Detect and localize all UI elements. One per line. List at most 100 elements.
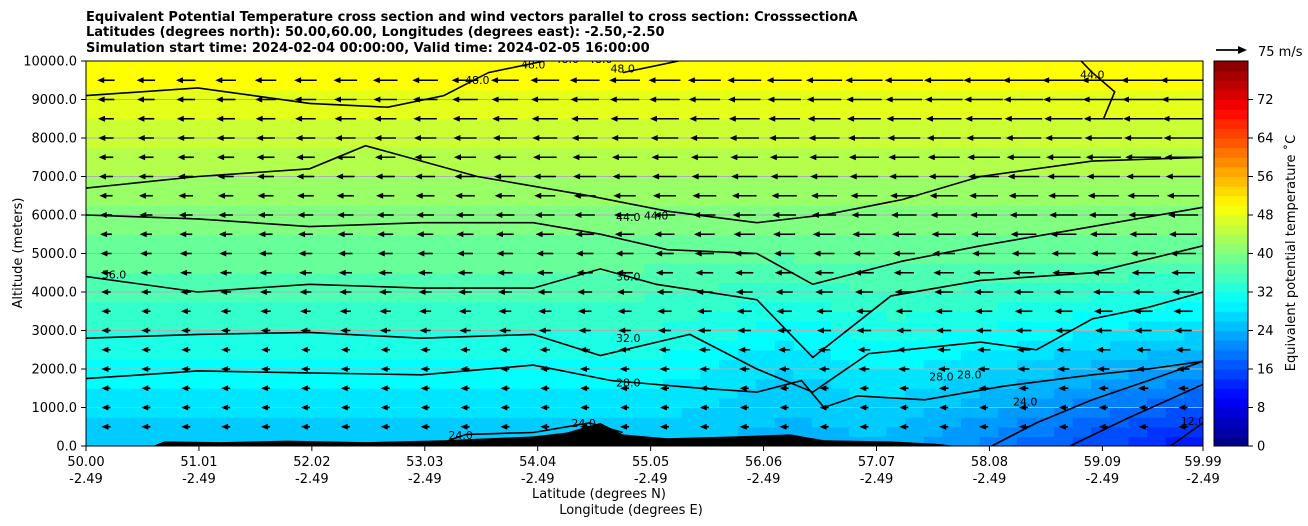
- field-cell: [272, 349, 292, 360]
- field-cell: [830, 215, 850, 226]
- wind-vector-head: [776, 308, 784, 315]
- field-cell: [830, 138, 850, 149]
- field-cell: [830, 311, 850, 322]
- wind-vector-head: [336, 192, 344, 199]
- field-cell: [197, 166, 217, 178]
- wind-vector-head: [377, 250, 385, 257]
- wind-vector-head: [1058, 423, 1066, 430]
- field-cell: [86, 340, 106, 351]
- field-cell: [476, 253, 497, 264]
- field-cell: [328, 138, 348, 149]
- field-cell: [1054, 272, 1074, 283]
- field-cell: [923, 369, 943, 380]
- field-cell: [1091, 407, 1111, 418]
- field-cell: [123, 70, 143, 81]
- wind-vector-head: [967, 154, 975, 161]
- wind-vector-head: [772, 212, 780, 218]
- field-cell: [886, 292, 906, 303]
- field-cell: [104, 70, 124, 81]
- field-cell: [197, 263, 217, 274]
- field-cell: [1035, 89, 1055, 101]
- field-cell: [1072, 436, 1092, 446]
- wind-vector-head: [1138, 404, 1146, 411]
- field-cell: [1109, 61, 1130, 72]
- field-cell: [402, 89, 422, 101]
- wind-vector-head: [539, 346, 547, 353]
- field-cell: [681, 359, 701, 370]
- field-cell: [570, 340, 590, 351]
- field-cell: [197, 147, 217, 158]
- field-cell: [551, 378, 571, 389]
- field-cell: [1016, 243, 1037, 255]
- field-cell: [272, 70, 292, 81]
- chart-title-line-3: Simulation start time: 2024-02-04 00:00:…: [86, 41, 650, 56]
- field-cell: [160, 426, 180, 437]
- field-cell: [737, 70, 757, 81]
- field-cell: [942, 320, 962, 332]
- field-cell: [309, 320, 329, 332]
- field-cell: [663, 397, 683, 409]
- wind-vector-head: [649, 96, 657, 103]
- field-cell: [774, 99, 795, 110]
- field-cell: [532, 292, 553, 303]
- field-cell: [1109, 118, 1130, 129]
- field-cell: [625, 186, 646, 197]
- field-cell: [532, 388, 553, 399]
- field-cell: [830, 195, 850, 206]
- wind-vector-head: [659, 404, 667, 411]
- field-cell: [663, 253, 683, 264]
- field-cell: [774, 109, 795, 120]
- field-cell: [458, 243, 478, 255]
- field-cell: [644, 243, 664, 255]
- field-cell: [998, 109, 1018, 120]
- field-cell: [439, 243, 459, 255]
- field-cell: [216, 61, 236, 72]
- field-cell: [681, 224, 701, 235]
- field-cell: [439, 195, 459, 206]
- wind-vector-head: [899, 404, 907, 411]
- field-cell: [160, 195, 180, 206]
- field-cell: [1054, 70, 1074, 81]
- contour-label: 48.0: [610, 63, 635, 76]
- field-cell: [923, 388, 943, 399]
- field-cell: [942, 234, 962, 245]
- field-cell: [625, 349, 646, 360]
- field-cell: [458, 311, 478, 322]
- field-cell: [1016, 157, 1037, 168]
- field-cell: [700, 224, 720, 235]
- field-cell: [290, 147, 310, 158]
- field-cell: [849, 388, 869, 399]
- wind-vector-head: [649, 115, 657, 122]
- field-cell: [886, 349, 906, 360]
- field-cell: [1109, 243, 1130, 255]
- field-cell: [309, 369, 329, 380]
- wind-vector-head: [176, 96, 184, 103]
- wind-vector-head: [727, 77, 735, 84]
- field-cell: [476, 205, 497, 216]
- field-cell: [979, 378, 999, 389]
- field-cell: [812, 109, 832, 120]
- field-cell: [1072, 397, 1092, 409]
- field-cell: [905, 320, 925, 332]
- field-cell: [570, 109, 590, 120]
- field-cell: [439, 272, 459, 283]
- field-cell: [998, 436, 1018, 446]
- wind-vector-head: [1090, 250, 1098, 257]
- field-cell: [179, 147, 199, 158]
- field-cell: [1165, 166, 1185, 178]
- field-cell: [923, 282, 943, 293]
- field-cell: [160, 272, 180, 283]
- field-cell: [625, 118, 646, 129]
- field-cell: [1016, 263, 1037, 274]
- field-cell: [328, 147, 348, 158]
- field-cell: [1035, 263, 1055, 274]
- field-cell: [1128, 138, 1148, 149]
- field-cell: [588, 320, 608, 332]
- wind-vector-head: [375, 154, 383, 161]
- field-cell: [179, 70, 199, 81]
- field-cell: [272, 80, 292, 91]
- field-cell: [104, 99, 124, 110]
- field-cell: [1054, 186, 1074, 197]
- field-cell: [1091, 138, 1111, 149]
